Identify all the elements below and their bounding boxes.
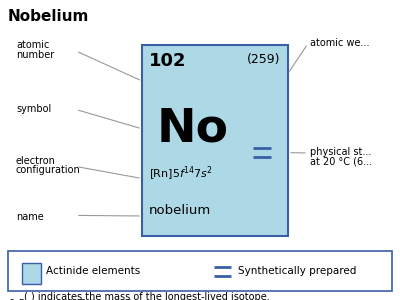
Text: Nobelium: Nobelium bbox=[8, 9, 89, 24]
Text: name: name bbox=[16, 212, 44, 221]
Text: at 20 °C (6...: at 20 °C (6... bbox=[310, 157, 372, 166]
Text: Synthetically prepared: Synthetically prepared bbox=[238, 266, 356, 276]
Text: ( ) indicates the mass of the longest-lived isotope.: ( ) indicates the mass of the longest-li… bbox=[24, 292, 270, 300]
Text: (259): (259) bbox=[247, 52, 281, 65]
Bar bbox=[142, 45, 288, 236]
Bar bbox=[8, 250, 392, 291]
Text: © Encyclopædia Britannica, Inc.: © Encyclopædia Britannica, Inc. bbox=[8, 298, 144, 300]
Text: electron: electron bbox=[16, 156, 56, 166]
Text: physical st...: physical st... bbox=[310, 147, 371, 157]
Bar bbox=[22, 262, 41, 284]
Text: $\mathregular{[Rn]5}$$\mathit{f}$$\mathregular{^{14}7}$$\mathit{s}$$\mathregular: $\mathregular{[Rn]5}$$\mathit{f}$$\mathr… bbox=[149, 165, 213, 183]
Text: nobelium: nobelium bbox=[149, 205, 212, 218]
Text: 102: 102 bbox=[149, 52, 187, 70]
Text: configuration: configuration bbox=[16, 165, 81, 175]
Text: atomic we...: atomic we... bbox=[310, 38, 370, 48]
Text: No: No bbox=[157, 106, 229, 151]
Text: symbol: symbol bbox=[16, 103, 51, 113]
Text: atomic: atomic bbox=[16, 40, 49, 50]
Text: Actinide elements: Actinide elements bbox=[46, 266, 140, 276]
Text: number: number bbox=[16, 50, 54, 59]
